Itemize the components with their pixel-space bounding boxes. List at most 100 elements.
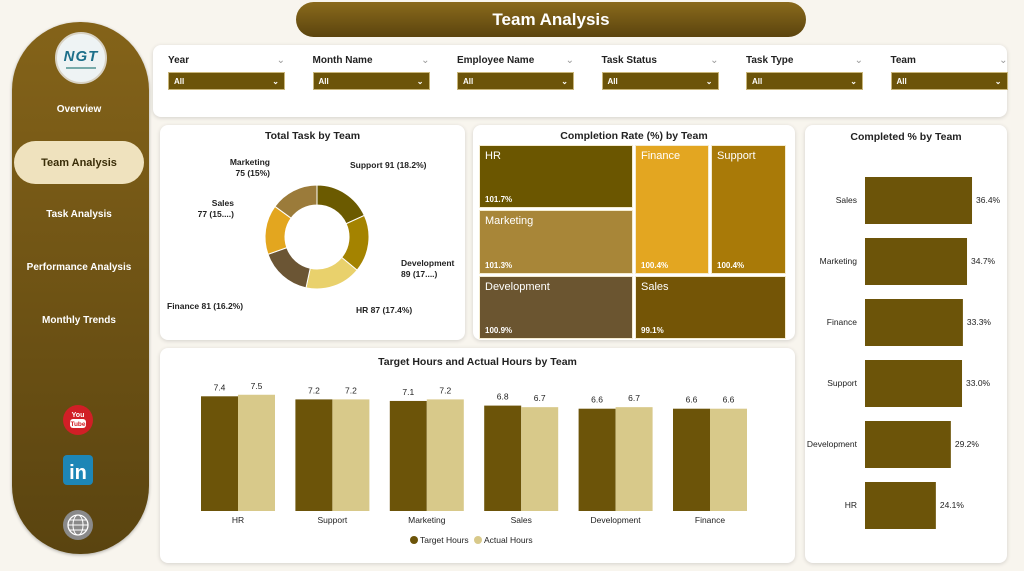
filter-task-status[interactable]: Task Status ⌄ All ⌄ xyxy=(601,55,719,90)
bar-sales[interactable] xyxy=(865,177,973,224)
filter-month-name[interactable]: Month Name ⌄ All ⌄ xyxy=(312,55,430,90)
cell-label: Development xyxy=(485,281,550,293)
filter-dropdown[interactable]: All ⌄ xyxy=(890,72,1008,90)
hbar-chart: Sales 36.4% Marketing 34.7% Finance 33.3% Supp… xyxy=(807,177,1001,529)
filter-team[interactable]: Team ⌄ All ⌄ xyxy=(890,55,1008,90)
treemap-cell-hr[interactable]: HR 101.7% xyxy=(479,145,633,208)
chevron-down-icon: ⌄ xyxy=(850,76,857,86)
globe-icon[interactable] xyxy=(62,509,94,541)
x-tick-label: Finance xyxy=(695,515,726,525)
filter-dropdown[interactable]: All ⌄ xyxy=(168,72,285,90)
nav-performance-analysis[interactable]: Performance Analysis xyxy=(26,262,132,273)
treemap-cell-sales[interactable]: Sales 99.1% xyxy=(635,276,786,339)
bar-actual-hours[interactable] xyxy=(426,399,464,511)
donut-label: Sales xyxy=(212,198,234,208)
bar-hr[interactable] xyxy=(865,482,936,529)
chevron-down-icon[interactable]: ⌄ xyxy=(710,55,719,66)
filter-label: Task Type ⌄ xyxy=(746,55,863,66)
data-label: 7.5 xyxy=(251,381,263,391)
bar-actual-hours[interactable] xyxy=(332,399,370,511)
cell-label: Finance xyxy=(641,150,681,162)
donut-slice-marketing[interactable] xyxy=(274,184,318,219)
column-chart: 7.4 7.5 HR 7.2 7.2 Support 7.1 7.2 Marketing 6.8 6… xyxy=(201,381,747,545)
filter-label: Employee Name ⌄ xyxy=(457,55,574,66)
cell-label: Marketing xyxy=(485,215,534,227)
treemap-cell-finance[interactable]: Finance 100.4% xyxy=(635,145,709,274)
bar-support[interactable] xyxy=(865,360,963,407)
nav-task-analysis[interactable]: Task Analysis xyxy=(46,209,112,220)
treemap-cell-development[interactable]: Development 100.9% xyxy=(479,276,633,339)
x-tick-label: Sales xyxy=(511,515,532,525)
data-label: 7.4 xyxy=(214,382,226,392)
filter-employee-name[interactable]: Employee Name ⌄ All ⌄ xyxy=(457,55,574,90)
treemap-cell-support[interactable]: Support 100.4% xyxy=(711,145,786,274)
filter-dropdown[interactable]: All ⌄ xyxy=(601,72,719,90)
x-tick-label: HR xyxy=(232,515,244,525)
cell-value: 100.9% xyxy=(485,326,513,335)
legend-label[interactable]: Actual Hours xyxy=(484,535,533,545)
treemap-cell-marketing[interactable]: Marketing 101.3% xyxy=(479,210,633,274)
x-tick-label: Support xyxy=(318,515,348,525)
data-label: 29.2% xyxy=(955,439,980,449)
bar-marketing[interactable] xyxy=(865,238,968,285)
category-label: Marketing xyxy=(820,256,858,266)
filter-year[interactable]: Year ⌄ All ⌄ xyxy=(168,55,285,90)
bar-target-hours[interactable] xyxy=(578,408,616,511)
filter-value: All xyxy=(607,76,618,86)
chevron-down-icon[interactable]: ⌄ xyxy=(565,55,574,66)
chevron-down-icon: ⌄ xyxy=(994,76,1002,86)
chevron-down-icon[interactable]: ⌄ xyxy=(421,55,430,66)
youtube-icon[interactable]: You Tube xyxy=(62,404,94,436)
data-label: 7.2 xyxy=(308,385,320,395)
data-label: 6.6 xyxy=(591,395,603,405)
filter-value: All xyxy=(174,76,185,86)
page-title: Team Analysis xyxy=(296,2,806,37)
filter-label: Task Status ⌄ xyxy=(601,55,719,66)
cell-label: Sales xyxy=(641,281,669,293)
completed-card: Completed % by Team Sales 36.4% Marketing 3… xyxy=(805,125,1007,563)
bar-target-hours[interactable] xyxy=(389,400,427,511)
filter-task-type[interactable]: Task Type ⌄ All ⌄ xyxy=(746,55,863,90)
donut-value-label: 77 (15....) xyxy=(198,209,235,219)
nav-team-analysis[interactable]: Team Analysis xyxy=(14,141,144,184)
data-label: 6.7 xyxy=(628,393,640,403)
bar-finance[interactable] xyxy=(865,299,963,346)
bar-target-hours[interactable] xyxy=(484,405,522,511)
nav-overview[interactable]: Overview xyxy=(56,104,102,115)
chevron-down-icon: ⌄ xyxy=(416,76,424,86)
data-label: 6.6 xyxy=(686,395,698,405)
x-tick-label: Development xyxy=(591,515,642,525)
filter-dropdown[interactable]: All ⌄ xyxy=(312,72,430,90)
linkedin-icon[interactable]: in xyxy=(62,454,94,486)
data-label: 6.7 xyxy=(534,393,546,403)
bar-actual-hours[interactable] xyxy=(521,407,559,511)
donut-slice-support[interactable] xyxy=(316,184,365,225)
chevron-down-icon[interactable]: ⌄ xyxy=(276,55,285,66)
bar-actual-hours[interactable] xyxy=(238,394,275,511)
logo[interactable]: NGT xyxy=(55,32,107,84)
data-label: 6.6 xyxy=(723,395,735,405)
chevron-down-icon: ⌄ xyxy=(272,76,279,86)
legend-label[interactable]: Target Hours xyxy=(420,535,469,545)
chevron-down-icon[interactable]: ⌄ xyxy=(999,55,1008,66)
category-label: Finance xyxy=(827,317,858,327)
filter-dropdown[interactable]: All ⌄ xyxy=(457,72,574,90)
bar-development[interactable] xyxy=(865,421,951,468)
nav-monthly-trends[interactable]: Monthly Trends xyxy=(42,315,116,326)
sidebar: NGT Overview Team Analysis Task Analysis… xyxy=(12,22,149,554)
donut-label: Marketing xyxy=(230,157,270,167)
filter-dropdown[interactable]: All ⌄ xyxy=(746,72,863,90)
bar-target-hours[interactable] xyxy=(295,399,333,511)
chevron-down-icon[interactable]: ⌄ xyxy=(854,55,863,66)
cell-label: HR xyxy=(485,150,501,162)
bar-target-hours[interactable] xyxy=(673,408,710,511)
cell-value: 101.3% xyxy=(485,261,513,270)
logo-text: NGT xyxy=(63,47,99,65)
donut-slice-finance[interactable] xyxy=(267,247,311,289)
svg-text:in: in xyxy=(69,462,87,484)
bar-target-hours[interactable] xyxy=(201,396,238,511)
data-label: 33.0% xyxy=(966,378,991,388)
bar-actual-hours[interactable] xyxy=(710,408,747,511)
bar-actual-hours[interactable] xyxy=(615,407,653,511)
